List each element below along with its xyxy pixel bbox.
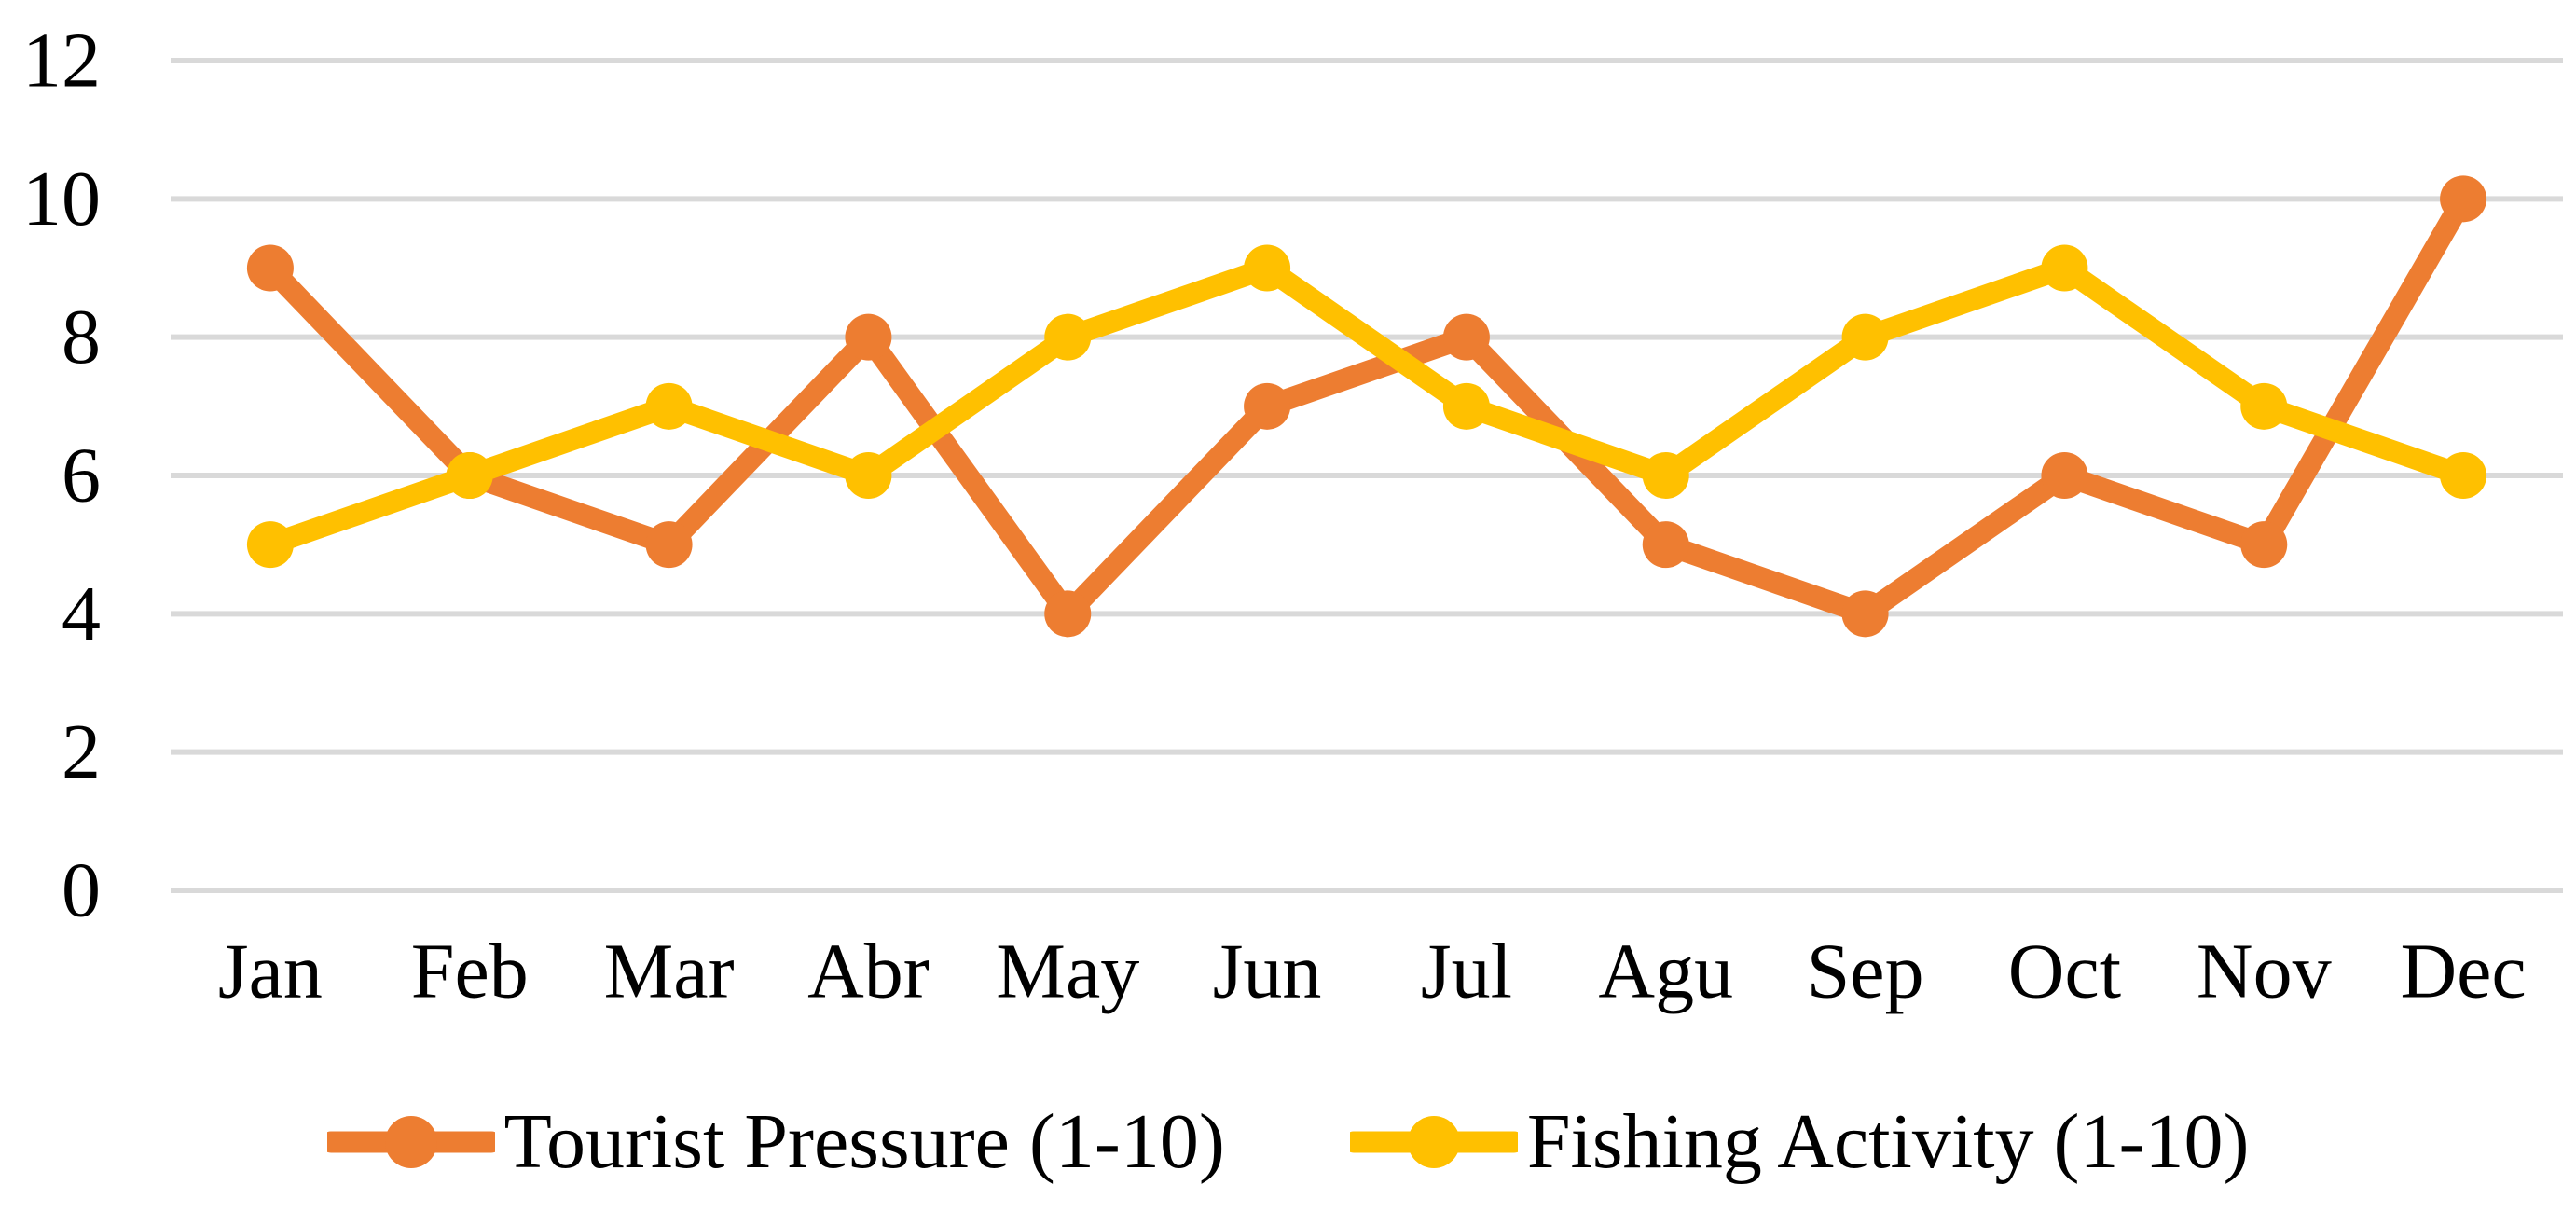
series-1-marker xyxy=(1442,382,1490,430)
series-0-marker xyxy=(246,244,294,292)
y-tick-label: 6 xyxy=(62,433,101,519)
series-1-marker xyxy=(1044,313,1092,361)
x-tick-label: Feb xyxy=(411,929,529,1015)
legend-label-fishing-activity: Fishing Activity (1-10) xyxy=(1526,1098,2250,1185)
y-tick-label: 12 xyxy=(22,18,101,104)
series-0-marker xyxy=(1044,590,1092,638)
series-1-marker xyxy=(2440,452,2487,499)
series-0-marker xyxy=(2041,452,2088,499)
x-tick-label: Jun xyxy=(1213,929,1322,1015)
series-0-marker xyxy=(1642,521,1689,569)
series-1-marker xyxy=(1841,313,1889,361)
legend-item-tourist-pressure: Tourist Pressure (1-10) xyxy=(326,1077,1225,1207)
x-tick-label: Dec xyxy=(2400,929,2526,1015)
series-1-marker xyxy=(1244,244,1291,292)
x-tick-label: Nov xyxy=(2197,929,2332,1015)
x-tick-label: Agu xyxy=(1598,929,1733,1015)
x-tick-label: Oct xyxy=(2008,929,2121,1015)
series-line-0 xyxy=(259,187,2474,625)
legend: Tourist Pressure (1-10) Fishing Activity… xyxy=(0,1072,2576,1212)
y-tick-label: 4 xyxy=(62,571,101,657)
series-0-marker xyxy=(645,521,693,569)
x-tick-label: Mar xyxy=(604,929,735,1015)
tourist-pressure-legend-marker-icon xyxy=(326,1116,495,1168)
series-0-marker xyxy=(2240,521,2288,569)
series-0-marker xyxy=(1244,382,1291,430)
legend-label-tourist-pressure: Tourist Pressure (1-10) xyxy=(503,1098,1225,1185)
series-line-1 xyxy=(259,257,2474,556)
y-tick-label: 8 xyxy=(62,294,101,380)
y-tick-label: 10 xyxy=(22,156,101,242)
x-tick-label: Abr xyxy=(807,929,930,1015)
series-1-marker xyxy=(845,452,892,499)
series-0-marker xyxy=(1841,590,1889,638)
legend-item-fishing-activity: Fishing Activity (1-10) xyxy=(1349,1077,2250,1207)
legend-dot-icon xyxy=(384,1116,437,1168)
series-1-marker xyxy=(2041,244,2088,292)
series-1-marker xyxy=(1642,452,1689,499)
series-0-marker xyxy=(1442,313,1490,361)
series-1-marker xyxy=(2240,382,2288,430)
x-tick-label: Jul xyxy=(1421,929,1512,1015)
legend-dot-icon xyxy=(1407,1116,1460,1168)
y-tick-label: 0 xyxy=(62,847,101,934)
x-tick-label: Jan xyxy=(218,929,323,1015)
y-tick-label: 2 xyxy=(62,709,101,795)
x-tick-label: May xyxy=(996,929,1139,1015)
series-1-marker xyxy=(446,452,493,499)
series-0-marker xyxy=(845,313,892,361)
fishing-activity-legend-marker-icon xyxy=(1349,1116,1518,1168)
series-1-marker xyxy=(246,521,294,569)
series-1-marker xyxy=(645,382,693,430)
x-tick-label: Sep xyxy=(1807,929,1924,1015)
series-0-marker xyxy=(2440,175,2487,223)
